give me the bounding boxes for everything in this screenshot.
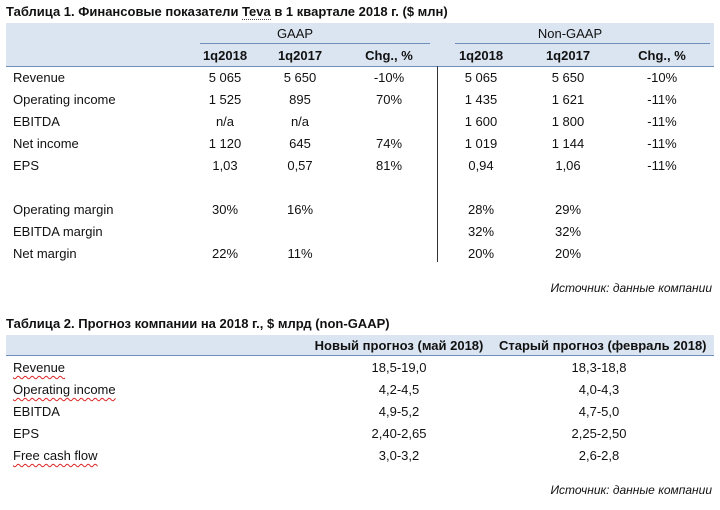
- table1-cell: -11%: [647, 136, 677, 151]
- table1-cell: 28%: [467, 202, 495, 217]
- table1-cell: 1 800: [551, 114, 585, 129]
- table1-row-label: EBITDA: [13, 114, 60, 129]
- table1-cell: 32%: [467, 224, 495, 239]
- table1-cell: 11%: [287, 246, 313, 261]
- table2-title: Таблица 2. Прогноз компании на 2018 г., …: [6, 316, 390, 331]
- table1-cell: n/a: [290, 114, 310, 129]
- nongaap-group-underline: [455, 43, 710, 44]
- table1-cell: 0,94: [468, 158, 494, 173]
- table1-col-header: 1q2018: [458, 48, 504, 63]
- table2-row-label: Revenue: [13, 360, 66, 375]
- gaap-group-header: GAAP: [276, 26, 314, 41]
- table1-cell: 30%: [211, 202, 239, 217]
- gaap-group-underline: [200, 43, 430, 44]
- table2-col-header: Новый прогноз (май 2018): [314, 338, 484, 353]
- table1-row-label: Operating income: [13, 92, 116, 107]
- table1-cell: 1 435: [464, 92, 498, 107]
- table2-header-band: [6, 335, 714, 355]
- table1-row-label: Revenue: [13, 70, 66, 85]
- table2-cell: 18,5-19,0: [371, 360, 427, 375]
- table1-cell: 5 065: [464, 70, 498, 85]
- table2-cell: 18,3-18,8: [571, 360, 627, 375]
- table2-cell: 3,0-3,2: [378, 448, 420, 463]
- table1-gaap-nongaap-separator: [437, 66, 438, 262]
- table1-cell: 645: [289, 136, 311, 151]
- table2-cell: 4,7-5,0: [578, 404, 620, 419]
- table1-title-suffix: в 1 квартале 2018 г. ($ млн): [270, 4, 448, 19]
- table1-row-label: Net margin: [13, 246, 77, 261]
- table2-cell: 2,40-2,65: [371, 426, 427, 441]
- table1-header-band: [6, 23, 714, 66]
- table1-col-header: 1q2018: [202, 48, 248, 63]
- table1-cell: 1 144: [551, 136, 585, 151]
- table1-col-header: 1q2017: [545, 48, 591, 63]
- table1-col-header: Chg., %: [365, 48, 413, 63]
- table1-cell: 22%: [211, 246, 239, 261]
- table2-row-label: Free cash flow: [13, 448, 98, 463]
- table1-cell: -10%: [646, 70, 678, 85]
- table1-cell: 0,57: [287, 158, 313, 173]
- table1-row-label: EPS: [13, 158, 40, 173]
- table1-title: Таблица 1. Финансовые показатели Teva в …: [6, 4, 448, 20]
- table1-cell: 1,03: [212, 158, 238, 173]
- nongaap-group-header: Non-GAAP: [537, 26, 603, 41]
- table1-cell: 5 065: [208, 70, 242, 85]
- table1-cell: 20%: [554, 246, 582, 261]
- table2-row-label: EBITDA: [13, 404, 60, 419]
- table1-title-company: Teva: [242, 4, 271, 20]
- table1-cell: 16%: [286, 202, 314, 217]
- table1-cell: 20%: [467, 246, 495, 261]
- table1-row-label: EBITDA margin: [13, 224, 103, 239]
- table1-cell: 1 120: [208, 136, 242, 151]
- table1-cell: 81%: [375, 158, 403, 173]
- table1-cell: 1 525: [208, 92, 242, 107]
- table2-source-note: Источник: данные компании: [550, 483, 712, 497]
- table2-row-label: EPS: [13, 426, 40, 441]
- table1-cell: 29%: [554, 202, 582, 217]
- table1-cell: 70%: [375, 92, 403, 107]
- table1-cell: -11%: [647, 158, 677, 173]
- table1-cell: 1,06: [555, 158, 581, 173]
- table1-cell: n/a: [215, 114, 235, 129]
- table1-cell: -10%: [373, 70, 405, 85]
- table2-cell: 4,2-4,5: [378, 382, 420, 397]
- table1-cell: 1 600: [464, 114, 498, 129]
- table2-cell: 2,25-2,50: [571, 426, 627, 441]
- table1-cell: 32%: [554, 224, 582, 239]
- table1-header-rule: [6, 66, 714, 67]
- table1-cell: 895: [289, 92, 311, 107]
- table1-cell: 74%: [375, 136, 403, 151]
- table2-header-rule: [6, 355, 714, 356]
- table1-row-label: Operating margin: [13, 202, 114, 217]
- table2-col-header: Старый прогноз (февраль 2018): [499, 338, 707, 353]
- table1-cell: 5 650: [283, 70, 317, 85]
- table1-row-label: Net income: [13, 136, 79, 151]
- table2-cell: 2,6-2,8: [578, 448, 620, 463]
- table1-cell: -11%: [647, 114, 677, 129]
- table2-cell: 4,9-5,2: [378, 404, 420, 419]
- table2-cell: 4,0-4,3: [578, 382, 620, 397]
- table1-source-note: Источник: данные компании: [550, 281, 712, 295]
- table1-col-header: Chg., %: [638, 48, 686, 63]
- table1-title-prefix: Таблица 1. Финансовые показатели: [6, 4, 243, 19]
- table1-cell: -11%: [647, 92, 677, 107]
- table1-cell: 1 621: [551, 92, 585, 107]
- table1-cell: 5 650: [551, 70, 585, 85]
- table1-cell: 1 019: [464, 136, 498, 151]
- table1-col-header: 1q2017: [277, 48, 323, 63]
- table2-row-label: Operating income: [13, 382, 116, 397]
